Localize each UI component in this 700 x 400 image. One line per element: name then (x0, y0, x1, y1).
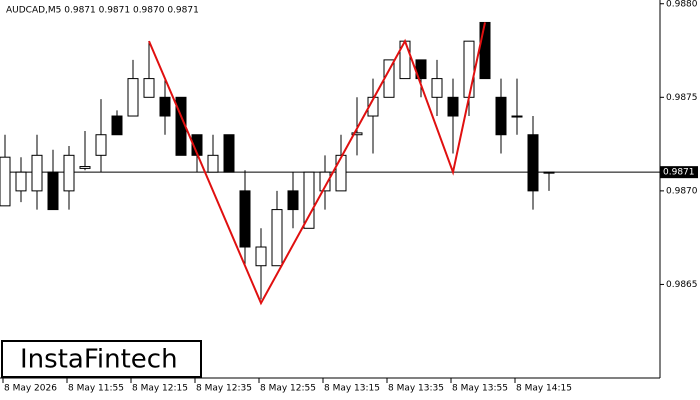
y-tick-label: 0.9870 (666, 186, 698, 196)
x-tick-label: 8 May 11:55 (68, 384, 124, 394)
logo-box (1, 340, 202, 378)
pattern-line (148, 22, 486, 306)
candle-body (159, 96, 171, 117)
candle-body (127, 78, 139, 117)
candle-body (111, 115, 123, 136)
candle-body (287, 190, 299, 211)
x-tick-label: 8 May 12:15 (132, 384, 188, 394)
chart-title: AUDCAD,M5 0.9871 0.9871 0.9870 0.9871 (6, 6, 199, 16)
candle-body (511, 115, 523, 118)
y-tick-label: 0.9880 (666, 0, 698, 9)
candle-body (527, 134, 539, 192)
candle-body (319, 171, 331, 192)
candle-body (0, 156, 11, 207)
candle-body (431, 78, 443, 98)
candle-body (31, 154, 43, 192)
candle-body (15, 171, 27, 192)
candle-body (495, 96, 507, 136)
candle-body (543, 171, 555, 174)
candle-body (255, 246, 267, 267)
candle-body (463, 40, 475, 98)
candle-body (303, 171, 315, 229)
last-price-box (660, 166, 698, 179)
candle-body (351, 132, 363, 136)
candle-body (271, 209, 283, 267)
candle-body (143, 78, 155, 98)
x-tick-label: 8 May 13:15 (324, 384, 380, 394)
candle-body (63, 154, 75, 192)
candle-body (95, 134, 107, 156)
x-tick-label: 8 May 12:35 (196, 384, 252, 394)
x-tick-label: 8 May 2026 (4, 384, 57, 394)
candle-body (79, 166, 91, 169)
x-tick-label: 8 May 12:55 (260, 384, 316, 394)
candle-body (207, 154, 219, 173)
candle-body (239, 190, 251, 248)
logo: InstaFintech (20, 345, 178, 375)
x-tick-label: 8 May 14:15 (516, 384, 572, 394)
x-tick-label: 8 May 13:55 (452, 384, 508, 394)
candle-body (47, 171, 59, 211)
y-tick-label: 0.9865 (666, 280, 698, 290)
x-tick-label: 8 May 13:35 (388, 384, 444, 394)
candle-body (479, 21, 491, 80)
last-price-label: 0.9871 (663, 168, 695, 178)
candle-body (223, 134, 235, 173)
candle-body (335, 154, 347, 192)
candle-body (447, 96, 459, 117)
y-tick-label: 0.9875 (666, 93, 698, 103)
